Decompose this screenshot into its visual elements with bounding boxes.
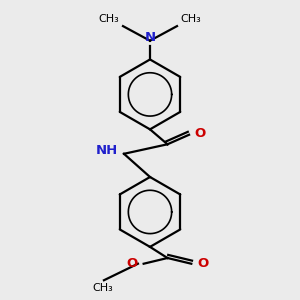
Text: CH₃: CH₃	[92, 284, 113, 293]
Text: CH₃: CH₃	[181, 14, 202, 24]
Text: O: O	[127, 256, 138, 270]
Text: O: O	[195, 127, 206, 140]
Text: N: N	[144, 31, 156, 44]
Text: NH: NH	[95, 144, 118, 157]
Text: O: O	[197, 256, 208, 270]
Text: CH₃: CH₃	[98, 14, 119, 24]
